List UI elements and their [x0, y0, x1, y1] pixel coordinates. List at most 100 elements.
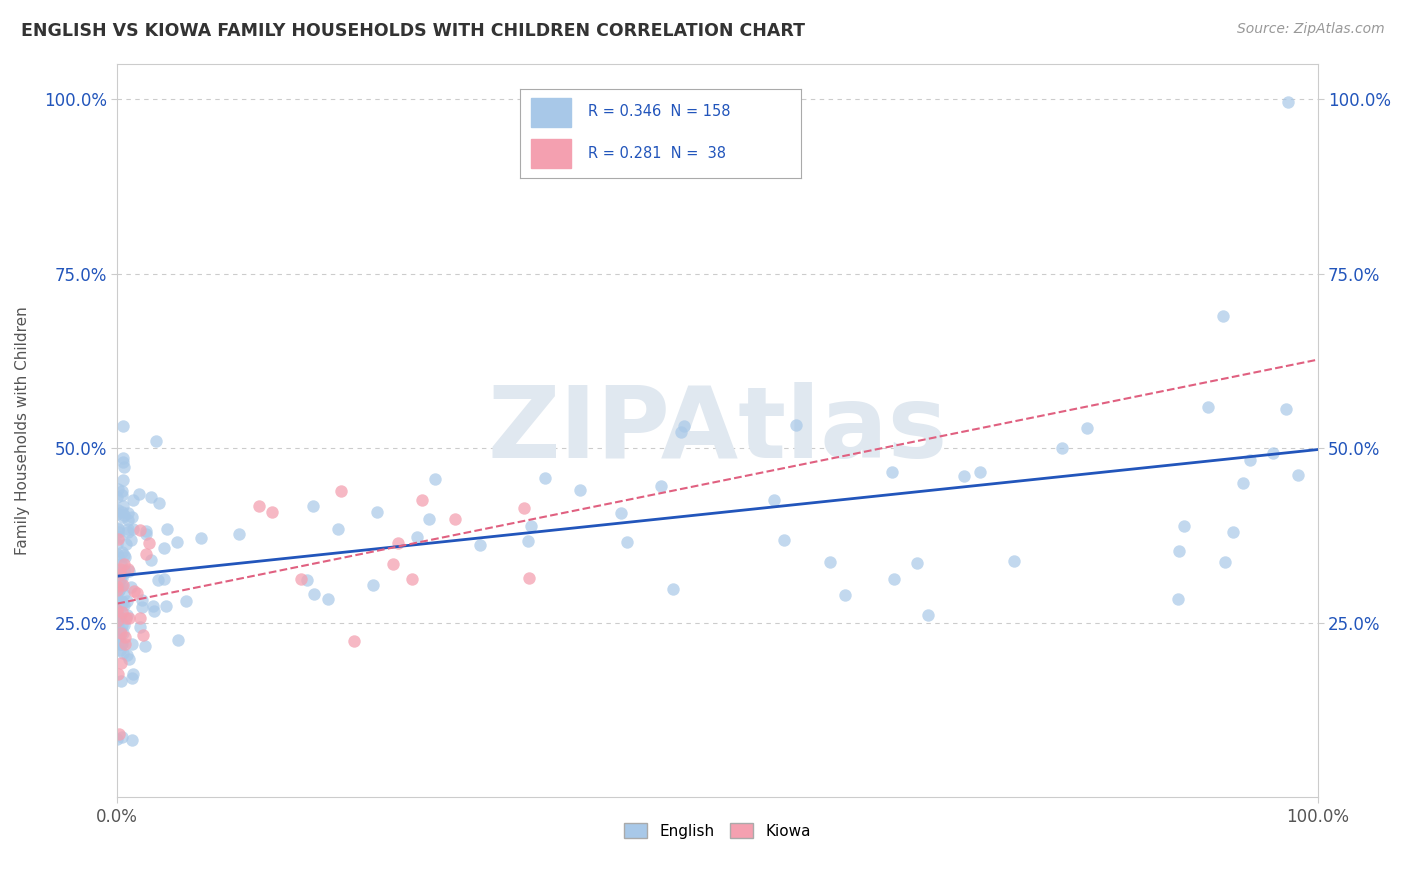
Point: [114, 549, 136, 564]
Point: [818, 555, 841, 569]
Point: [1213, 555, 1236, 569]
Point: [1232, 475, 1254, 490]
Point: [139, 553, 162, 567]
Point: [121, 671, 143, 685]
Point: [110, 637, 132, 651]
Point: [112, 587, 135, 601]
Point: [153, 572, 176, 586]
Point: [105, 537, 128, 551]
Point: [115, 648, 138, 662]
Point: [1222, 524, 1244, 539]
Point: [107, 520, 129, 534]
Point: [110, 674, 132, 689]
Point: [411, 492, 433, 507]
Point: [669, 425, 692, 439]
Point: [111, 618, 134, 632]
Point: [520, 518, 543, 533]
Point: [108, 597, 131, 611]
Point: [1212, 309, 1234, 323]
Point: [135, 524, 157, 538]
Point: [969, 465, 991, 479]
Point: [107, 533, 129, 547]
Point: [146, 573, 169, 587]
Point: [112, 418, 135, 433]
Point: [107, 576, 129, 591]
Point: [290, 572, 312, 586]
Point: [387, 535, 409, 549]
Point: [118, 611, 141, 625]
Point: [153, 541, 176, 555]
Point: [111, 488, 134, 502]
Point: [111, 545, 134, 559]
Point: [111, 605, 134, 619]
Point: [107, 583, 129, 598]
Point: [118, 565, 141, 579]
Point: [108, 608, 131, 623]
Point: [1076, 421, 1098, 435]
Point: [107, 667, 129, 681]
Point: [107, 524, 129, 539]
Point: [107, 482, 129, 496]
Point: [108, 572, 131, 586]
Point: [117, 506, 139, 520]
FancyBboxPatch shape: [531, 98, 571, 127]
Point: [111, 594, 134, 608]
Point: [361, 577, 384, 591]
Point: [444, 512, 467, 526]
Point: [114, 566, 136, 581]
Point: [114, 631, 136, 645]
Point: [772, 533, 794, 547]
Text: Source: ZipAtlas.com: Source: ZipAtlas.com: [1237, 22, 1385, 37]
Point: [107, 577, 129, 591]
Point: [107, 615, 129, 630]
Point: [115, 537, 138, 551]
Point: [366, 505, 388, 519]
Point: [1277, 95, 1299, 110]
Text: ENGLISH VS KIOWA FAMILY HOUSEHOLDS WITH CHILDREN CORRELATION CHART: ENGLISH VS KIOWA FAMILY HOUSEHOLDS WITH …: [21, 22, 806, 40]
Point: [112, 598, 135, 612]
Point: [112, 460, 135, 475]
Point: [468, 539, 491, 553]
Point: [108, 563, 131, 577]
Point: [517, 570, 540, 584]
Point: [155, 599, 177, 613]
Point: [111, 597, 134, 611]
Point: [260, 505, 283, 519]
Point: [953, 469, 976, 483]
Point: [112, 558, 135, 572]
Point: [1197, 401, 1219, 415]
Point: [110, 557, 132, 571]
Point: [517, 534, 540, 549]
Point: [105, 547, 128, 561]
Point: [1166, 592, 1188, 607]
Point: [662, 582, 685, 597]
Point: [121, 637, 143, 651]
Point: [107, 583, 129, 598]
Point: [107, 608, 129, 623]
Point: [111, 484, 134, 499]
Text: R = 0.281  N =  38: R = 0.281 N = 38: [588, 146, 725, 161]
Point: [111, 637, 134, 651]
Point: [131, 599, 153, 614]
Point: [418, 512, 440, 526]
Point: [117, 562, 139, 576]
Point: [381, 557, 404, 571]
Point: [117, 608, 139, 623]
Point: [105, 602, 128, 616]
Point: [111, 450, 134, 465]
Point: [105, 507, 128, 521]
Point: [142, 599, 165, 613]
Point: [105, 578, 128, 592]
Point: [166, 534, 188, 549]
Point: [125, 586, 148, 600]
Point: [108, 567, 131, 582]
Point: [190, 531, 212, 545]
Point: [1275, 401, 1298, 416]
Point: [1239, 453, 1261, 467]
Point: [905, 556, 928, 570]
Point: [302, 499, 325, 513]
Point: [329, 483, 352, 498]
Point: [111, 579, 134, 593]
Point: [122, 667, 145, 681]
Point: [111, 499, 134, 513]
